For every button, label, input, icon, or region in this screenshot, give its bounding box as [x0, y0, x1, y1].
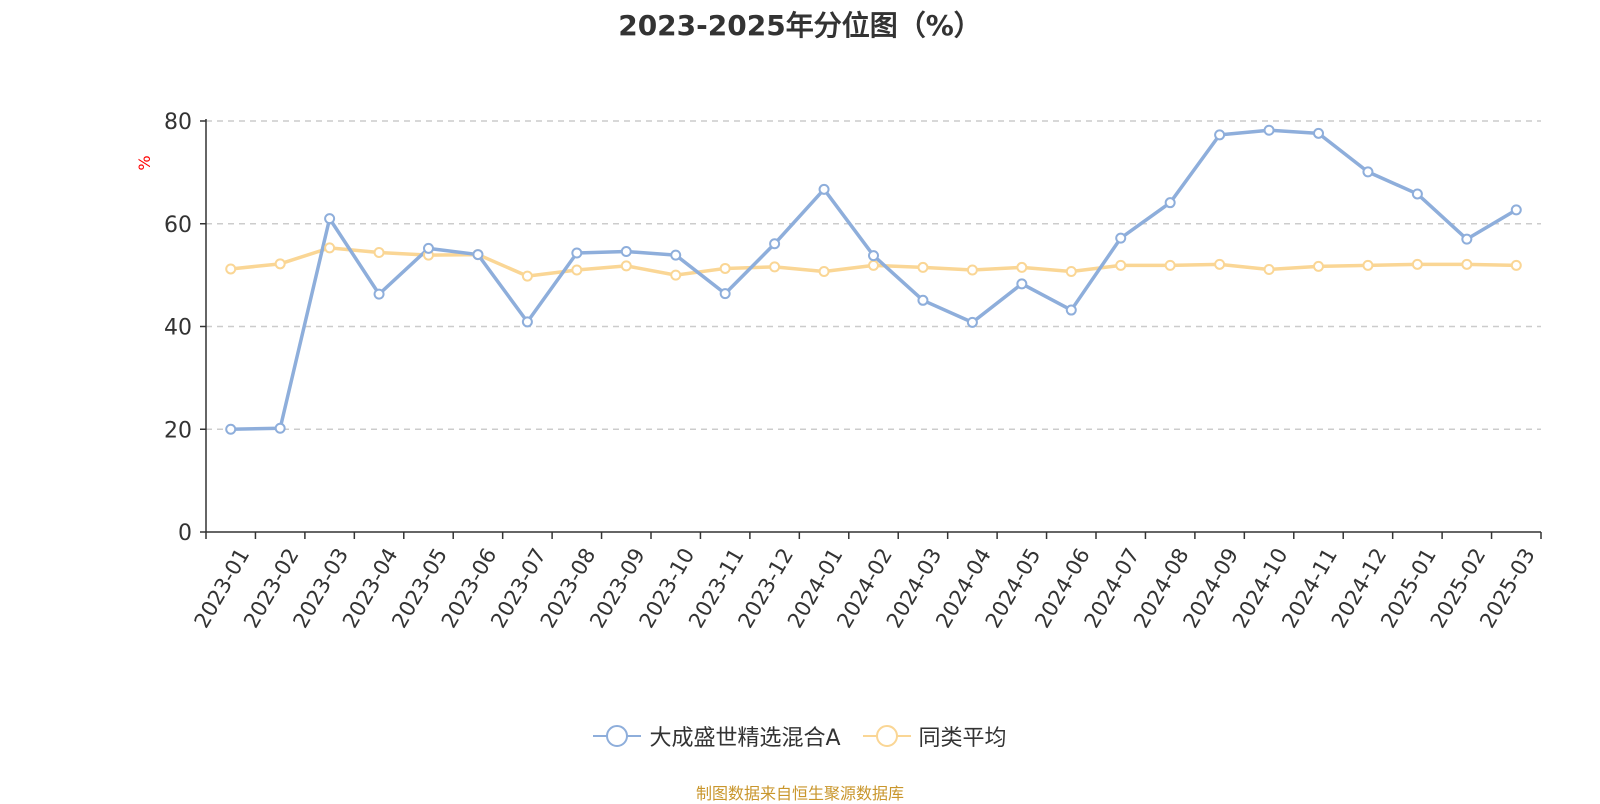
data-point-fund[interactable]: [917, 294, 929, 306]
data-point-fund[interactable]: [1115, 232, 1127, 244]
y-tick-label: 0: [178, 521, 192, 546]
data-point-fund[interactable]: [225, 423, 237, 435]
data-point-peer-average[interactable]: [1214, 258, 1226, 270]
data-point-fund[interactable]: [1313, 127, 1324, 139]
data-point-fund[interactable]: [1510, 204, 1522, 216]
data-point-fund[interactable]: [274, 422, 286, 434]
legend-marker-fund: [593, 725, 642, 747]
y-tick-label: 60: [164, 213, 192, 238]
data-point-peer-average[interactable]: [1461, 258, 1473, 270]
data-point-fund[interactable]: [818, 183, 830, 195]
data-point-fund[interactable]: [1164, 197, 1176, 209]
legend-item-fund[interactable]: 大成盛世精选混合A: [593, 720, 841, 752]
chart-title: 2023-2025年分位图（%）: [618, 9, 982, 42]
legend-marker-peer-average: [862, 725, 911, 747]
data-point-fund[interactable]: [324, 213, 336, 225]
data-point-fund[interactable]: [1263, 124, 1275, 136]
data-point-fund[interactable]: [521, 316, 533, 328]
data-point-peer-average[interactable]: [1263, 263, 1275, 275]
data-point-fund[interactable]: [571, 247, 583, 259]
legend: 大成盛世精选混合A 同类平均: [0, 720, 1600, 752]
data-point-peer-average[interactable]: [719, 262, 731, 274]
data-point-fund[interactable]: [966, 316, 978, 328]
data-point-fund[interactable]: [719, 288, 731, 300]
data-point-peer-average[interactable]: [917, 261, 929, 273]
data-point-fund[interactable]: [620, 245, 632, 257]
data-point-fund[interactable]: [1016, 278, 1028, 290]
series-line-fund: [230, 128, 1518, 431]
data-point-fund[interactable]: [670, 249, 682, 261]
y-tick-label: 80: [164, 110, 192, 135]
data-point-peer-average[interactable]: [1362, 259, 1374, 271]
legend-label-peer-average: 同类平均: [918, 726, 1007, 751]
data-point-peer-average[interactable]: [274, 258, 286, 270]
data-point-peer-average[interactable]: [521, 270, 533, 282]
y-axis-label: %: [135, 155, 154, 170]
data-point-fund[interactable]: [769, 238, 781, 250]
data-point-fund[interactable]: [868, 250, 879, 262]
data-point-peer-average[interactable]: [769, 261, 781, 273]
data-point-peer-average[interactable]: [225, 263, 237, 275]
data-point-fund[interactable]: [373, 288, 385, 300]
data-point-peer-average[interactable]: [1065, 266, 1077, 278]
data-point-peer-average[interactable]: [1115, 259, 1127, 271]
data-point-peer-average[interactable]: [1411, 258, 1423, 270]
data-point-peer-average[interactable]: [868, 259, 879, 271]
data-point-peer-average[interactable]: [1164, 259, 1176, 271]
data-point-fund[interactable]: [472, 249, 484, 261]
data-point-fund[interactable]: [423, 242, 434, 254]
data-point-peer-average[interactable]: [1016, 261, 1028, 273]
data-point-peer-average[interactable]: [373, 247, 385, 259]
data-point-fund[interactable]: [1461, 233, 1473, 245]
data-point-fund[interactable]: [1411, 188, 1423, 200]
y-tick-label: 40: [164, 316, 192, 341]
y-tick-label: 20: [164, 418, 192, 443]
source-note: 制图数据来自恒生聚源数据库: [695, 784, 904, 803]
data-point-peer-average[interactable]: [1313, 260, 1324, 272]
data-point-fund[interactable]: [1065, 304, 1077, 316]
data-point-peer-average[interactable]: [670, 269, 682, 281]
data-point-peer-average[interactable]: [620, 260, 632, 272]
legend-label-fund: 大成盛世精选混合A: [649, 726, 841, 751]
data-point-peer-average[interactable]: [571, 264, 583, 276]
legend-item-peer-average[interactable]: 同类平均: [862, 720, 1007, 752]
data-point-fund[interactable]: [1362, 166, 1374, 178]
data-point-peer-average[interactable]: [324, 242, 336, 254]
data-point-peer-average[interactable]: [966, 264, 978, 276]
data-point-peer-average[interactable]: [818, 266, 830, 278]
data-point-fund[interactable]: [1214, 129, 1226, 141]
data-point-peer-average[interactable]: [1510, 259, 1522, 271]
